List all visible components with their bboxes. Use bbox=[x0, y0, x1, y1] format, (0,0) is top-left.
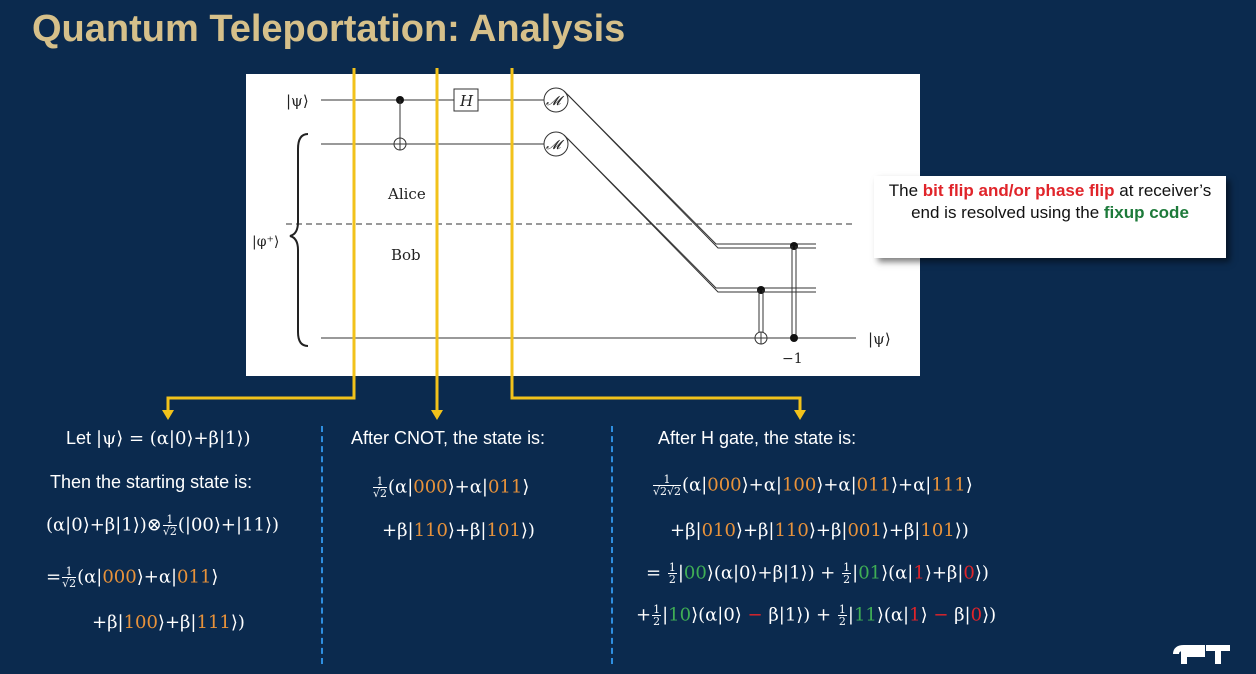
let-psi: Let |ψ⟩ = (α|0⟩+β|1⟩) bbox=[66, 428, 251, 449]
callout-red-text: bit flip and/or phase flip bbox=[922, 181, 1115, 200]
cnot-target bbox=[393, 137, 407, 151]
col3-line3: = 1 2 |00⟩(α|0⟩+β|1⟩) + 1 2 |01⟩(α|1⟩+β|0⟩) bbox=[646, 561, 989, 586]
alice-label: Alice bbox=[387, 185, 426, 203]
col1-line3: +β|100⟩+β|111⟩) bbox=[92, 612, 245, 633]
bell-pair-brace bbox=[289, 133, 309, 347]
starting-state-heading: Then the starting state is: bbox=[50, 472, 253, 492]
hgate-heading: After H gate, the state is: bbox=[658, 428, 857, 448]
page-title: Quantum Teleportation: Analysis bbox=[32, 8, 626, 50]
circuit-svg: |ψ⟩ H 𝓜 𝓜 Alice Bob |φ⁺⟩ |ψ⟩ bbox=[252, 87, 891, 367]
column-divider-1 bbox=[321, 426, 323, 664]
measure-2-label: 𝓜 bbox=[546, 138, 565, 153]
col1-line2: = 1 √2 (α|000⟩+α|011⟩ bbox=[46, 565, 219, 590]
arrow-start bbox=[166, 68, 356, 412]
col2-line1: 1 √2 (α|000⟩+α|011⟩ bbox=[373, 475, 530, 500]
arrow-hgate bbox=[510, 68, 802, 412]
gt-logo bbox=[1173, 645, 1230, 664]
col1-line1: (α|0⟩+β|1⟩)⊗ 1 √2 (|00⟩+|11⟩) bbox=[46, 513, 279, 538]
bell-state-label: |φ⁺⟩ bbox=[252, 234, 279, 250]
col2-line2: +β|110⟩+β|101⟩) bbox=[382, 520, 535, 541]
measure-2 bbox=[543, 131, 569, 157]
bob-label: Bob bbox=[391, 246, 421, 264]
column-divider-2 bbox=[611, 426, 613, 664]
output-state-label: |ψ⟩ bbox=[868, 330, 891, 348]
phase-label: −1 bbox=[782, 351, 803, 367]
col3-line2: +β|010⟩+β|110⟩+β|001⟩+β|101⟩) bbox=[670, 520, 969, 541]
cnot-heading: After CNOT, the state is: bbox=[351, 428, 546, 448]
col3-line4: +1 2 |10⟩(α|0⟩ − β|1⟩) + 1 2 |11⟩(α|1⟩ − β|0… bbox=[636, 603, 997, 628]
measure-1-label: 𝓜 bbox=[546, 94, 565, 109]
fixup-callout: The bit flip and/or phase flip at receiv… bbox=[874, 176, 1226, 258]
callout-green-text: fixup code bbox=[1103, 203, 1189, 222]
col3-line1: 1 √2√2 (α|000⟩+α|100⟩+α|011⟩+α|111⟩ bbox=[653, 473, 973, 498]
input-state-label: |ψ⟩ bbox=[286, 92, 309, 110]
measure-1 bbox=[543, 87, 569, 113]
hadamard-label: H bbox=[459, 92, 474, 110]
circuit-diagram: |ψ⟩ H 𝓜 𝓜 Alice Bob |φ⁺⟩ |ψ⟩ bbox=[246, 74, 920, 376]
fixup-z-gate bbox=[790, 334, 798, 342]
